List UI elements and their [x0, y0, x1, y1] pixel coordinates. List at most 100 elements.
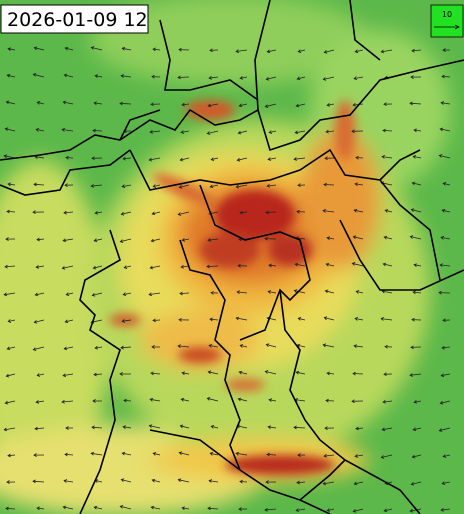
wind-arrow [295, 508, 306, 512]
wind-arrow [121, 184, 132, 189]
wind-arrow [32, 346, 45, 351]
wind-arrow [90, 184, 103, 188]
wind-arrow [295, 103, 306, 108]
wind-arrow [235, 316, 248, 321]
wind-arrow [207, 506, 219, 511]
wind-arrow [149, 265, 161, 270]
wind-arrow [178, 451, 190, 456]
wind-arrow [296, 209, 306, 214]
wind-arrow [178, 47, 190, 52]
wind-arrow [409, 508, 422, 513]
wind-arrow [239, 76, 248, 80]
wind-arrow [122, 425, 132, 430]
wind-arrow [122, 156, 132, 161]
wind-arrow [5, 373, 16, 378]
wind-arrow [322, 481, 335, 486]
wind-arrow [323, 316, 335, 321]
wind-arrow [209, 317, 219, 322]
wind-arrow [151, 478, 161, 483]
wind-arrow [7, 319, 16, 323]
wind-arrow [3, 427, 16, 432]
wind-arrow [412, 290, 422, 295]
wind-arrow [264, 370, 277, 375]
wind-arrow [93, 101, 103, 106]
wind-arrow [384, 209, 393, 213]
wind-arrow [294, 130, 306, 135]
wind-arrow [351, 399, 364, 404]
wind-arrow [268, 130, 277, 134]
wind-arrow [413, 128, 422, 133]
wind-arrow [409, 373, 422, 377]
wind-arrow [93, 372, 103, 377]
wind-arrow [409, 101, 422, 106]
wind-arrow [381, 427, 393, 432]
wind-arrow [61, 399, 74, 404]
wind-arrow [238, 370, 248, 375]
wind-arrow [264, 507, 277, 512]
wind-arrow [181, 371, 190, 376]
wind-arrow [4, 400, 16, 405]
wind-arrow [35, 128, 45, 132]
wind-arrow [441, 345, 451, 350]
wind-arrow [354, 454, 364, 458]
wind-arrow [33, 453, 45, 457]
wind-arrow [36, 373, 45, 377]
wind-arrow [180, 130, 190, 134]
wind-arrow [410, 345, 422, 350]
wind-arrow [237, 130, 248, 135]
wind-arrow [35, 400, 45, 404]
wind-arrow [297, 49, 306, 53]
wind-arrow [180, 264, 190, 269]
wind-arrow [121, 451, 132, 456]
wind-arrow [94, 345, 103, 350]
wind-arrow [181, 102, 190, 107]
wind-arrow [324, 426, 335, 431]
wind-arrow [354, 317, 364, 321]
wind-arrow [94, 74, 103, 78]
wind-arrow [6, 209, 16, 214]
wind-arrow [177, 211, 190, 216]
wind-arrow [181, 506, 190, 511]
wind-arrow [323, 49, 335, 54]
wind-arrow [297, 453, 306, 457]
wind-arrow [353, 481, 364, 486]
wind-arrow [151, 211, 161, 216]
wind-arrow [355, 290, 364, 294]
wind-arrow [119, 238, 132, 243]
wind-arrow [322, 209, 335, 213]
wind-arrow [62, 100, 74, 105]
wind-legend: 10 [430, 4, 464, 38]
wind-arrow [5, 506, 16, 511]
wind-arrow [411, 48, 422, 53]
wind-arrow [90, 46, 103, 51]
wind-arrow [150, 238, 161, 243]
wind-arrow [236, 290, 248, 295]
wind-arrow [94, 210, 103, 215]
wind-arrow [383, 508, 393, 513]
wind-arrow [353, 76, 364, 81]
wind-arrow [296, 480, 306, 485]
wind-arrow [440, 101, 451, 105]
wind-arrow [121, 46, 132, 51]
wind-arrow [238, 103, 248, 108]
wind-arrow [34, 426, 45, 431]
timestamp-box: 2026-01-09 12 [0, 4, 149, 34]
wind-arrow [411, 454, 422, 459]
wind-arrow [206, 397, 219, 402]
wind-arrow [123, 265, 132, 269]
wind-arrow [7, 47, 16, 52]
wind-arrow [152, 184, 161, 188]
wind-arrow [382, 262, 393, 267]
wind-arrow [210, 157, 219, 161]
wind-arrow [267, 157, 277, 161]
wind-arrow [4, 264, 16, 269]
wind-arrow [326, 508, 335, 512]
wind-arrow [383, 372, 393, 377]
wind-arrow [207, 370, 219, 375]
wind-arrow [151, 345, 161, 349]
wind-arrow [7, 453, 16, 458]
wind-arrow [383, 235, 393, 240]
wind-arrow [438, 154, 451, 159]
wind-arrow [121, 319, 132, 323]
